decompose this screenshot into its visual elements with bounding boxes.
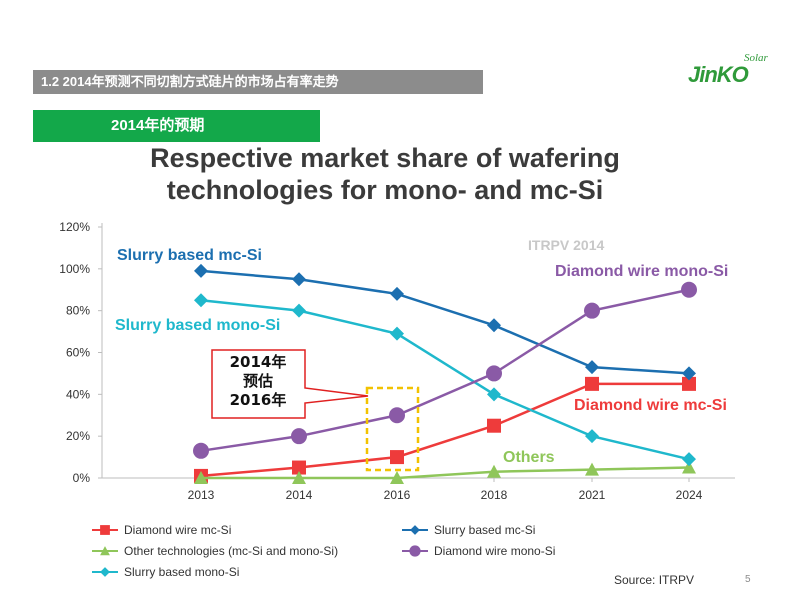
x-tick-label: 2021 [579,488,606,502]
subheader-bar: 2014年的预期 [33,110,320,142]
data-point-slurry_mono [390,326,404,341]
x-tick-label: 2016 [384,488,411,502]
callout-text-line: 2016年 [230,391,287,409]
legend-label-diamond_mc: Diamond wire mc-Si [124,523,231,537]
legend-label-slurry_mono: Slurry based mono-Si [124,565,239,579]
legend-label-slurry_mc: Slurry based mc-Si [434,523,535,537]
y-tick-label: 80% [66,304,90,318]
chart-source: Source: ITRPV [614,573,694,587]
y-tick-label: 120% [59,220,90,234]
data-point-diamond_mono [291,428,307,445]
data-point-diamond_mono [486,365,502,382]
legend-marker-diamond_mc [100,525,110,535]
data-point-slurry_mc [682,366,696,381]
chart-title: Respective market share of wafering tech… [150,143,620,205]
data-point-slurry_mc [487,318,501,333]
x-tick-label: 2018 [481,488,508,502]
data-point-other [487,464,501,478]
data-point-diamond_mono [193,442,209,459]
legend-label-other: Other technologies (mc-Si and mono-Si) [124,544,338,558]
y-tick-label: 0% [73,471,91,485]
inline-label-diamond_mono: Diamond wire mono-Si [555,263,728,280]
data-point-other [682,460,696,474]
data-point-slurry_mono [585,429,599,444]
highlight-2016-box [365,386,420,472]
series-line-other [201,466,690,480]
data-point-diamond_mono [681,281,697,298]
data-point-other [194,471,208,484]
data-point-diamond_mc [292,460,306,475]
series-line-slurry_mc [200,269,690,375]
data-point-slurry_mono [682,452,696,467]
x-tick-label: 2014 [286,488,313,502]
inline-label-diamond_mc: Diamond wire mc-Si [574,397,727,414]
data-point-slurry_mc [390,286,404,301]
x-tick-label: 2013 [188,488,215,502]
data-point-slurry_mc [194,263,208,278]
y-tick-label: 60% [66,346,90,360]
data-point-diamond_mono [389,407,405,424]
data-point-diamond_mc [682,376,696,391]
data-point-slurry_mono [292,303,306,318]
logo-main-text: JinKO [688,62,749,87]
inline-label-slurry_mc: Slurry based mc-Si [117,247,262,264]
data-point-diamond_mc [487,418,501,433]
data-point-slurry_mono [194,293,208,308]
section-title: 1.2 2014年预测不同切割方式硅片的市场占有率走势 [41,74,339,89]
y-tick-label: 40% [66,387,90,401]
series-line-diamond_mc [200,382,689,478]
data-point-other [585,462,599,476]
data-point-diamond_mc [585,376,599,391]
y-tick-label: 100% [59,262,90,276]
data-point-slurry_mc [292,272,306,287]
subheader-label: 2014年的预期 [111,117,205,134]
legend-label-diamond_mono: Diamond wire mono-Si [434,544,555,558]
callout-box [211,349,369,419]
callout-text-line: 预估 [243,372,273,390]
y-tick-label: 20% [66,429,90,443]
jinko-logo: JinKO Solar [688,52,778,92]
data-point-diamond_mono [584,302,600,319]
legend-marker-diamond_mono [409,545,421,557]
x-tick-label: 2024 [676,488,703,502]
legend-marker-other [100,546,110,556]
series-line-diamond_mono [200,288,690,453]
inline-label-other: Others [503,449,555,466]
data-point-other [292,471,306,484]
data-point-diamond_mc [390,450,404,465]
legend-marker-slurry_mono [100,567,110,577]
data-point-other [390,471,404,484]
section-title-bar: 1.2 2014年预测不同切割方式硅片的市场占有率走势 [33,70,483,94]
series-line-slurry_mono [200,298,690,461]
data-point-slurry_mc [585,360,599,375]
callout-text-line: 2014年 [230,353,287,371]
data-point-slurry_mono [487,387,501,402]
legend-marker-slurry_mc [410,525,420,535]
chart-watermark: ITRPV 2014 [528,237,604,253]
inline-label-slurry_mono: Slurry based mono-Si [115,317,280,334]
page-number: 5 [745,574,751,585]
logo-sub-text: Solar [744,52,768,64]
